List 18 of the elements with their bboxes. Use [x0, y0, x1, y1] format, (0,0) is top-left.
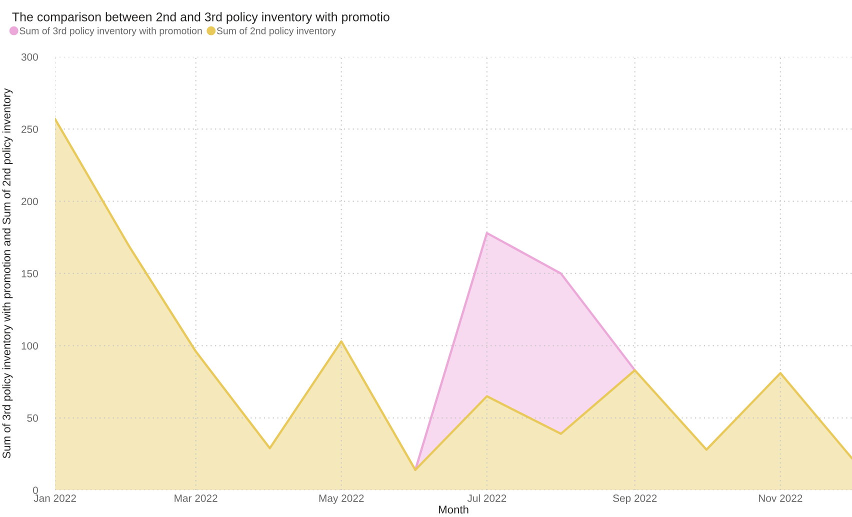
legend-label: Sum of 3rd policy inventory with promotion [20, 27, 202, 36]
x-axis-title: Month [438, 505, 468, 514]
x-tick-label: May 2022 [319, 494, 364, 504]
y-axis-title: Sum of 3rd policy inventory with promotion and Sum of 2nd policy inventory [2, 88, 13, 458]
y-tick-label: 300 [21, 53, 38, 61]
legend-label: Sum of 2nd policy inventory [216, 27, 336, 36]
x-tick-label: Sep 2022 [613, 494, 657, 504]
x-tick-label: Jul 2022 [467, 494, 506, 502]
chart-title: The comparison between 2nd and 3rd policy inventory with promotio [12, 12, 390, 24]
y-tick-label: 200 [22, 198, 38, 206]
x-tick-label: Nov 2022 [758, 494, 802, 502]
y-tick-label: 0 [32, 486, 38, 494]
x-tick-label: Mar 2022 [174, 494, 218, 502]
y-tick-label: 50 [27, 414, 38, 422]
y-tick-label: 100 [22, 342, 38, 350]
y-tick-label: 250 [22, 126, 38, 133]
y-tick-label: 150 [22, 270, 38, 278]
x-tick-label: Jan 2022 [34, 494, 76, 502]
